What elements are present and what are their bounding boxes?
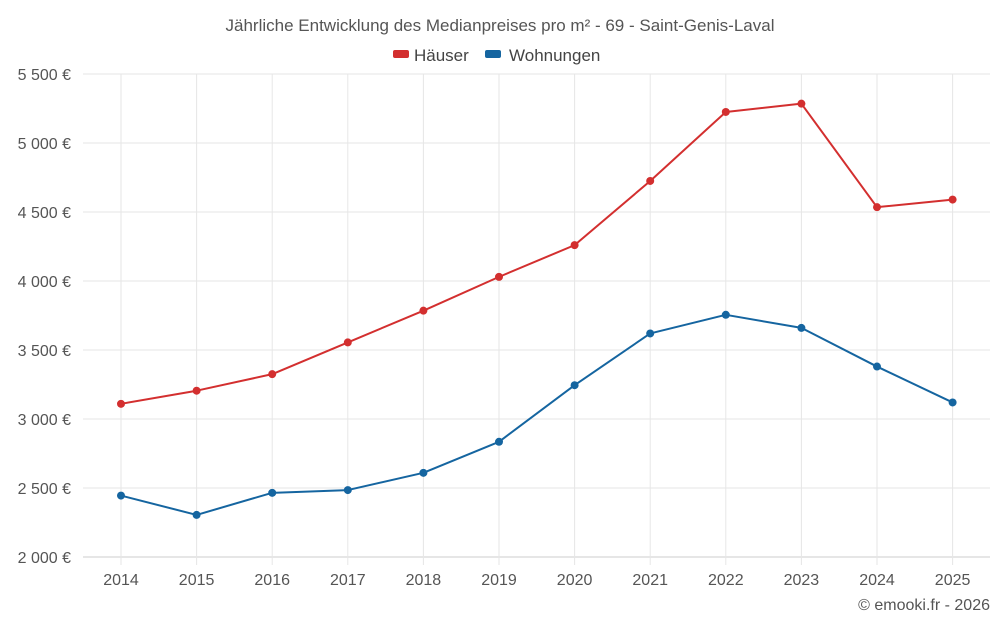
y-tick-label: 2 000 €: [18, 550, 71, 567]
data-point-haeuser[interactable]: [797, 99, 806, 108]
data-point-haeuser[interactable]: [419, 306, 428, 315]
data-point-wohnungen[interactable]: [117, 491, 125, 500]
y-tick-label: 3 500 €: [18, 343, 71, 360]
x-tick-label: 2025: [935, 572, 971, 589]
series-line-haeuser: [120, 102, 953, 405]
data-point-wohnungen[interactable]: [948, 398, 957, 407]
data-point-wohnungen[interactable]: [721, 310, 730, 319]
data-point-haeuser[interactable]: [570, 241, 579, 250]
y-tick-label: 3 000 €: [18, 412, 71, 429]
y-tick-label: 2 500 €: [18, 481, 71, 498]
legend-label-wohnungen: Wohnungen: [509, 46, 600, 65]
data-point-haeuser[interactable]: [721, 107, 730, 116]
chart-title: Jährliche Entwicklung des Medianpreises …: [226, 16, 775, 35]
data-point-haeuser[interactable]: [646, 176, 655, 185]
y-tick-label: 5 000 €: [18, 136, 71, 153]
legend-swatch-wohnungen: [485, 50, 501, 58]
copyright-notice: © emooki.fr - 2026: [858, 597, 990, 614]
data-point-haeuser[interactable]: [873, 203, 881, 212]
legend-item-wohnungen[interactable]: Wohnungen: [485, 46, 600, 65]
data-point-wohnungen[interactable]: [192, 510, 201, 519]
x-gridlines: [120, 74, 954, 565]
x-tick-label: 2023: [784, 572, 820, 589]
x-tick-label: 2021: [632, 572, 668, 589]
series-layer: [117, 99, 957, 519]
series-wohnungen: [117, 310, 957, 519]
y-tick-label: 5 500 €: [18, 67, 71, 84]
data-point-haeuser[interactable]: [268, 370, 277, 379]
series-line-wohnungen: [120, 313, 954, 516]
y-gridlines: [83, 73, 990, 558]
x-tick-label: 2022: [708, 572, 744, 589]
x-tick-label: 2014: [103, 572, 139, 589]
y-tick-label: 4 000 €: [18, 274, 71, 291]
data-point-haeuser[interactable]: [343, 338, 352, 347]
x-tick-label: 2015: [179, 572, 215, 589]
data-point-wohnungen[interactable]: [419, 468, 428, 477]
data-point-haeuser[interactable]: [117, 399, 125, 408]
x-tick-label: 2017: [330, 572, 366, 589]
x-tick-label: 2016: [254, 572, 290, 589]
data-point-wohnungen[interactable]: [873, 362, 881, 371]
y-axis-labels: 2 000 € 2 500 € 3 000 € 3 500 € 4 000 € 4 500…: [18, 67, 71, 567]
y-tick-label: 4 500 €: [18, 205, 71, 222]
legend-label-haeuser: Häuser: [414, 46, 469, 65]
series-haeuser: [117, 99, 957, 408]
x-tick-label: 2019: [481, 572, 517, 589]
data-point-wohnungen[interactable]: [268, 488, 277, 497]
x-tick-label: 2018: [406, 572, 442, 589]
data-point-haeuser[interactable]: [192, 386, 201, 395]
data-point-wohnungen[interactable]: [570, 381, 579, 390]
data-point-wohnungen[interactable]: [646, 329, 655, 338]
data-point-haeuser[interactable]: [948, 195, 957, 204]
data-point-wohnungen[interactable]: [797, 323, 806, 332]
data-point-wohnungen[interactable]: [495, 437, 503, 446]
x-tick-label: 2020: [557, 572, 593, 589]
data-point-wohnungen[interactable]: [343, 486, 352, 495]
x-tick-label: 2024: [859, 572, 895, 589]
legend-swatch-haeuser: [393, 50, 409, 58]
legend-item-haeuser[interactable]: Häuser: [393, 46, 469, 65]
legend: Häuser Wohnungen: [393, 46, 600, 65]
data-point-haeuser[interactable]: [495, 272, 503, 281]
x-axis-labels: 2014 2015 2016 2017 2018 2019 2020 2021 2022 2023…: [103, 572, 970, 589]
